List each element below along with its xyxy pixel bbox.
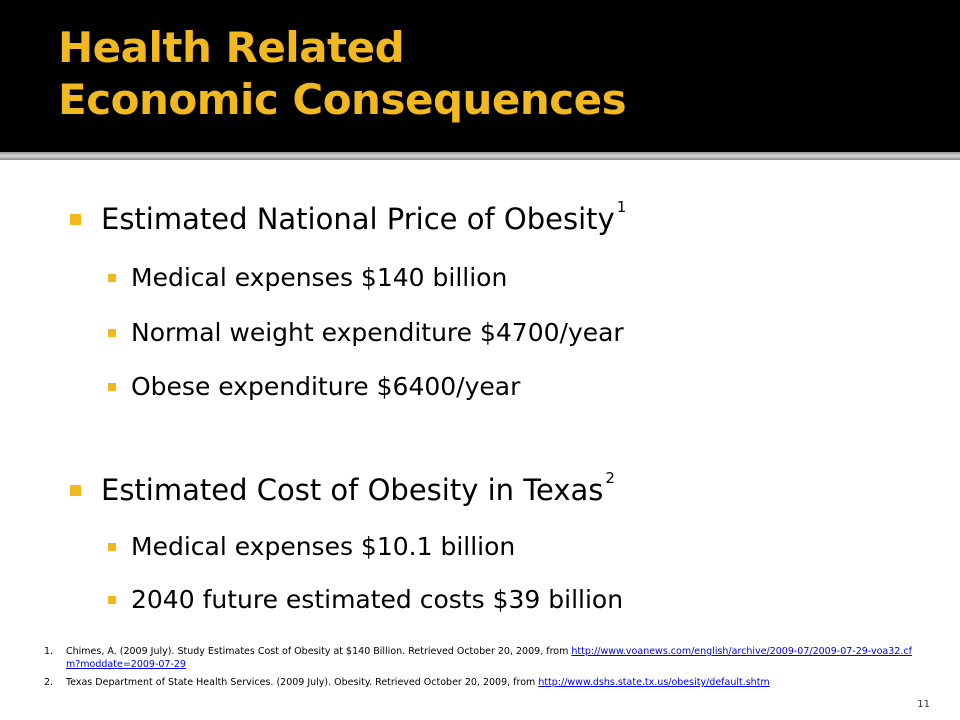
- reference-number: 1.: [44, 646, 54, 657]
- sub-bullet-obese-expenditure: Obese expenditure $6400/year: [108, 372, 520, 401]
- sub-bullet-text: Obese expenditure $6400/year: [131, 372, 521, 401]
- sub-bullet-medical-expenses: Medical expenses $140 billion: [108, 263, 507, 292]
- bullet-square-icon: [108, 328, 116, 337]
- reference-link[interactable]: http://www.dshs.state.tx.us/obesity/defa…: [538, 677, 770, 688]
- bullet-square-icon: [108, 595, 116, 604]
- reference-body: Texas Department of State Health Service…: [66, 676, 770, 689]
- reference-item: 1. Chimes, A. (2009 July). Study Estimat…: [44, 645, 924, 671]
- bullet-square-icon: [70, 213, 81, 225]
- sub-bullet-future-costs: 2040 future estimated costs $39 billion: [108, 585, 623, 614]
- sub-bullet-normal-weight: Normal weight expenditure $4700/year: [108, 318, 624, 347]
- slide-title: Health Related Economic Consequences: [58, 22, 627, 126]
- references: 1. Chimes, A. (2009 July). Study Estimat…: [44, 645, 924, 694]
- reference-link[interactable]: http://www.voanews.com/english/archive/2…: [66, 646, 912, 670]
- bullet-texas-cost: Estimated Cost of Obesity in Texas 2: [70, 469, 615, 507]
- reference-body: Chimes, A. (2009 July). Study Estimates …: [66, 645, 924, 671]
- title-divider: [0, 152, 960, 160]
- slide-content: Estimated National Price of Obesity 1 Me…: [0, 160, 960, 720]
- sub-bullet-text: Medical expenses $10.1 billion: [131, 532, 516, 561]
- bullet-square-icon: [108, 273, 116, 282]
- bullet-text: Estimated Cost of Obesity in Texas: [101, 473, 604, 507]
- slide-title-line-2: Economic Consequences: [58, 75, 627, 124]
- footnote-marker: 2: [605, 469, 615, 487]
- bullet-text: Estimated National Price of Obesity: [101, 202, 615, 236]
- bullet-square-icon: [108, 542, 116, 551]
- page-number: 11: [917, 699, 930, 710]
- sub-bullet-texas-medical: Medical expenses $10.1 billion: [108, 532, 515, 561]
- footnote-marker: 1: [616, 198, 627, 216]
- reference-text: Texas Department of State Health Service…: [66, 677, 539, 688]
- reference-number: 2.: [44, 677, 54, 688]
- bullet-national-price: Estimated National Price of Obesity 1: [70, 198, 626, 236]
- bullet-square-icon: [108, 382, 116, 391]
- reference-text: Chimes, A. (2009 July). Study Estimates …: [66, 646, 572, 657]
- sub-bullet-text: Normal weight expenditure $4700/year: [131, 318, 624, 347]
- bullet-square-icon: [70, 484, 81, 496]
- title-band: Health Related Economic Consequences: [0, 0, 960, 152]
- slide-title-line-1: Health Related: [58, 23, 405, 72]
- sub-bullet-text: Medical expenses $140 billion: [131, 263, 508, 292]
- sub-bullet-text: 2040 future estimated costs $39 billion: [131, 585, 624, 614]
- reference-item: 2. Texas Department of State Health Serv…: [44, 676, 924, 689]
